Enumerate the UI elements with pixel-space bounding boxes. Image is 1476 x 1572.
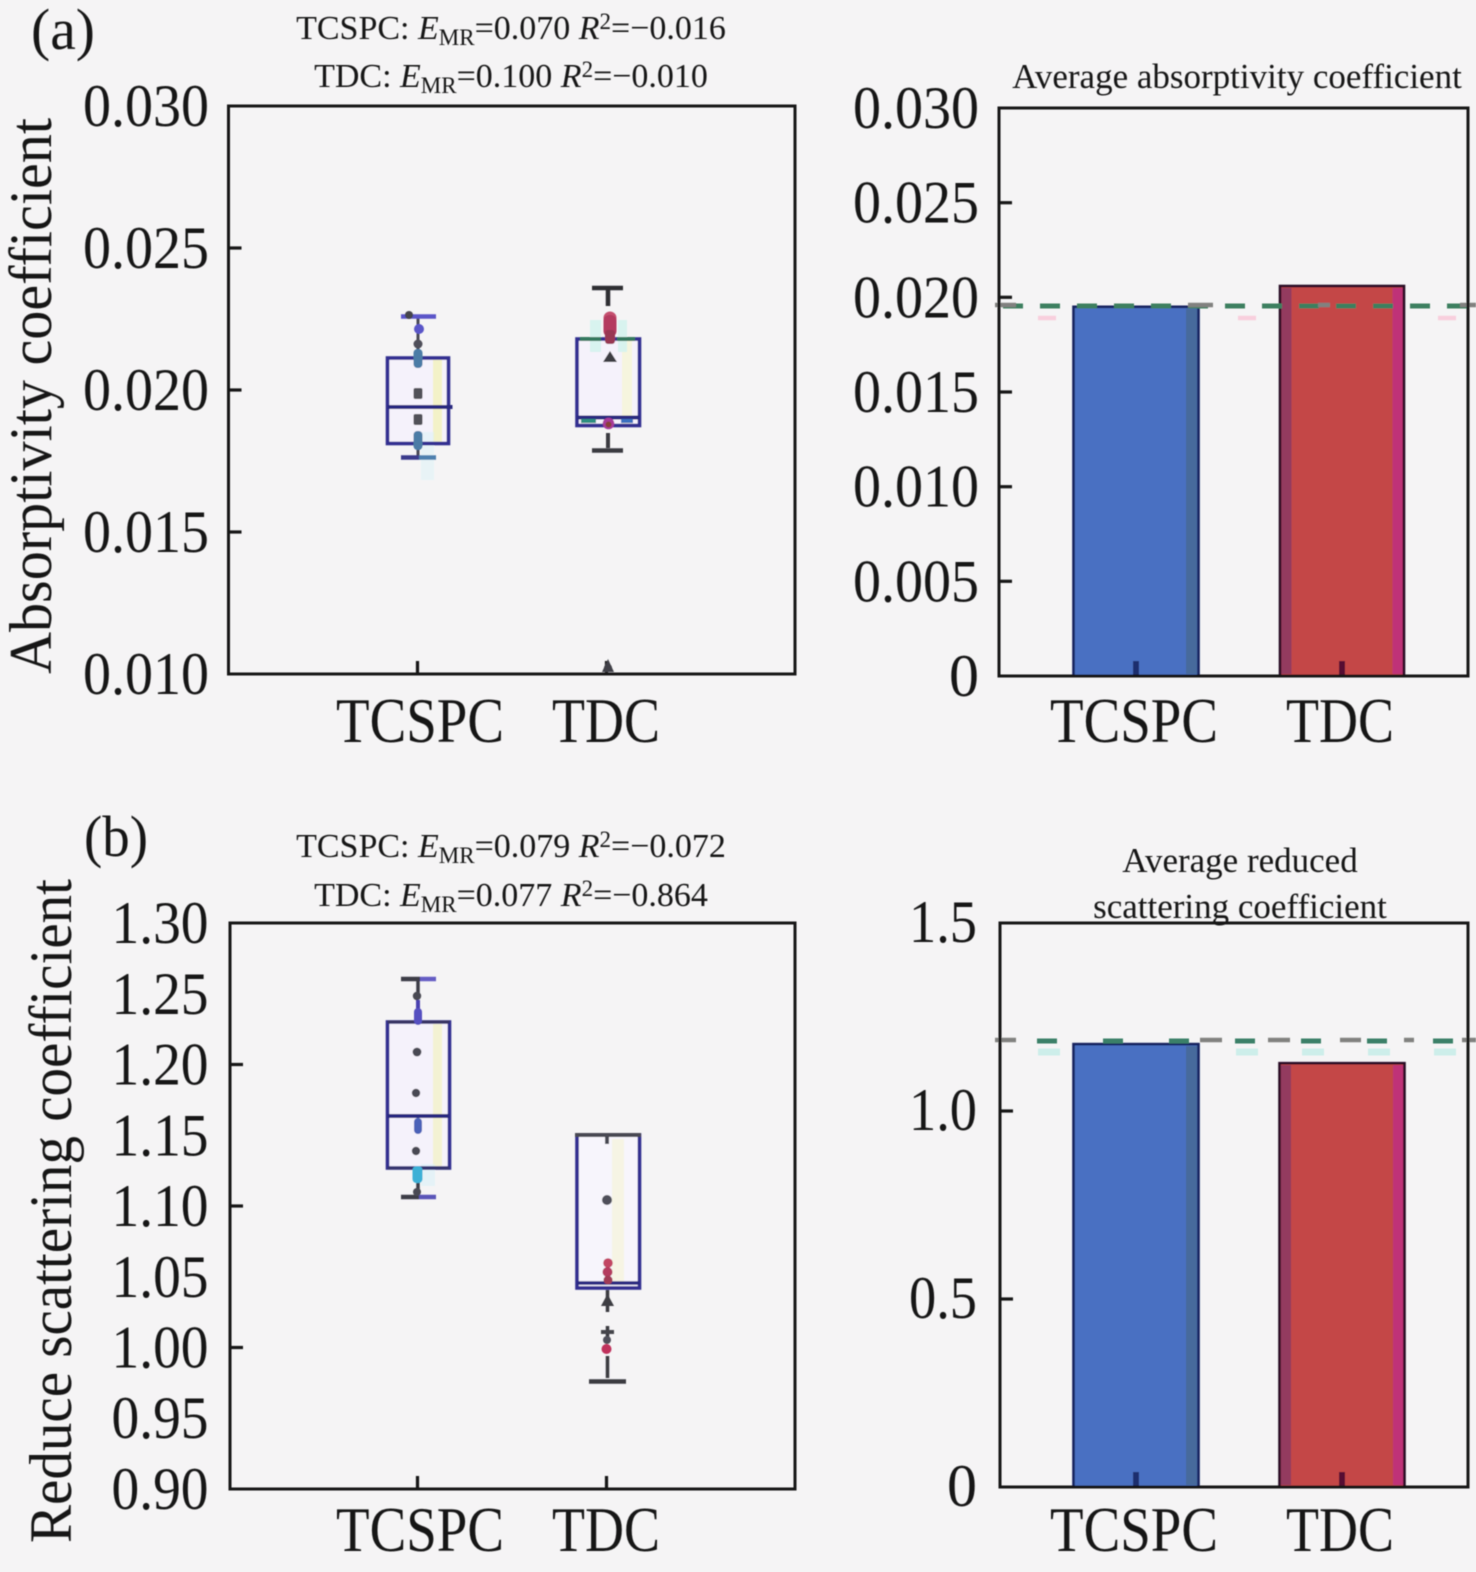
svg-text:0: 0: [949, 643, 979, 709]
svg-text:(b): (b): [84, 804, 148, 869]
svg-text:TCSPC: TCSPC: [336, 1495, 504, 1565]
svg-text:TDC: TDC: [1286, 686, 1394, 756]
svg-text:TDC: TDC: [552, 686, 660, 756]
svg-text:0.015: 0.015: [853, 359, 979, 425]
svg-text:0.95: 0.95: [112, 1385, 209, 1451]
svg-text:0.025: 0.025: [853, 170, 979, 236]
svg-text:0.5: 0.5: [909, 1265, 977, 1331]
svg-text:Absorptivity coefficient: Absorptivity coefficient: [0, 118, 64, 674]
svg-text:TDC: EMR=0.077 R2=−0.864: TDC: EMR=0.077 R2=−0.864: [314, 876, 708, 917]
svg-text:0.020: 0.020: [853, 264, 979, 330]
svg-text:scattering coefficient: scattering coefficient: [1093, 887, 1387, 926]
svg-text:0.90: 0.90: [112, 1456, 209, 1522]
svg-text:0.030: 0.030: [83, 73, 209, 139]
svg-text:1.20: 1.20: [112, 1032, 209, 1098]
svg-text:0.015: 0.015: [83, 499, 209, 565]
svg-text:TCSPC: EMR=0.070 R2=−0.016: TCSPC: EMR=0.070 R2=−0.016: [296, 9, 726, 50]
svg-text:0.010: 0.010: [83, 641, 209, 707]
svg-text:TDC: TDC: [552, 1495, 660, 1565]
svg-text:1.00: 1.00: [112, 1315, 209, 1381]
svg-text:0.005: 0.005: [853, 548, 979, 614]
svg-text:0.010: 0.010: [853, 454, 979, 520]
svg-text:1.5: 1.5: [909, 889, 977, 955]
svg-text:TDC: TDC: [1286, 1495, 1394, 1565]
svg-text:TCSPC: TCSPC: [336, 686, 504, 756]
svg-text:1.30: 1.30: [112, 890, 209, 956]
svg-text:Average reduced: Average reduced: [1122, 841, 1358, 880]
svg-text:TCSPC: EMR=0.079 R2=−0.072: TCSPC: EMR=0.079 R2=−0.072: [296, 827, 726, 868]
svg-text:1.05: 1.05: [112, 1244, 209, 1310]
svg-text:0.020: 0.020: [83, 357, 209, 423]
svg-text:Reduce scattering coefficient: Reduce scattering coefficient: [18, 879, 84, 1543]
svg-text:TCSPC: TCSPC: [1050, 686, 1218, 756]
svg-text:1.0: 1.0: [909, 1077, 977, 1143]
svg-text:TDC: EMR=0.100 R2=−0.010: TDC: EMR=0.100 R2=−0.010: [314, 57, 708, 98]
svg-text:0: 0: [947, 1453, 977, 1519]
svg-text:Average absorptivity coefficie: Average absorptivity coefficient: [1012, 57, 1462, 96]
svg-text:1.15: 1.15: [112, 1102, 209, 1168]
svg-text:1.10: 1.10: [112, 1173, 209, 1239]
svg-text:0.025: 0.025: [83, 215, 209, 281]
svg-text:TCSPC: TCSPC: [1050, 1495, 1218, 1565]
svg-text:1.25: 1.25: [112, 961, 209, 1027]
svg-text:(a): (a): [31, 0, 95, 62]
svg-text:0.030: 0.030: [853, 75, 979, 141]
